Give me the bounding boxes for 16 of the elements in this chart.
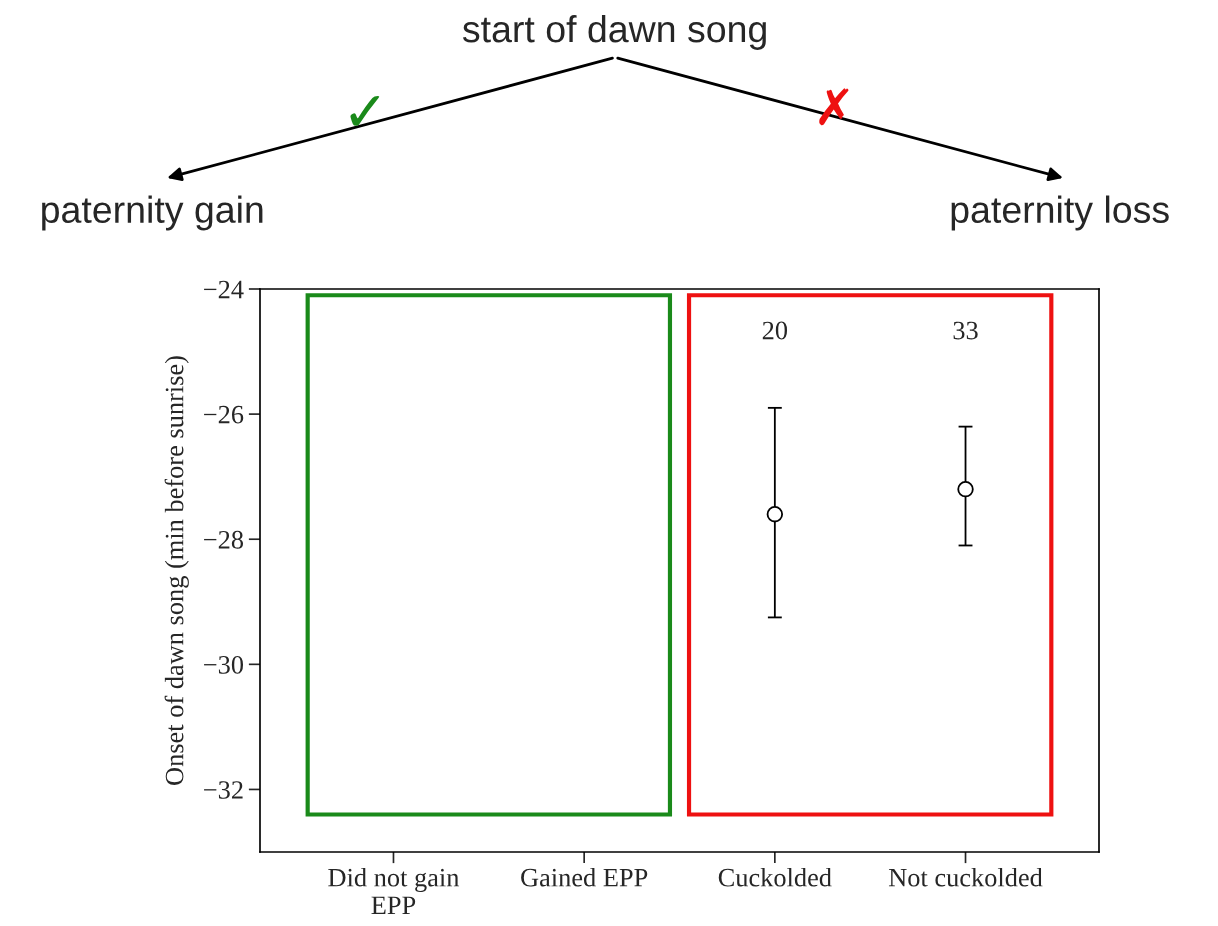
annotation: 33 [953, 321, 978, 340]
annotation: 20 [762, 321, 788, 340]
x-tick-label: Not cuckolded [888, 867, 1043, 887]
x-tick-label: Cuckolded [718, 867, 832, 887]
text: ✓ [350, 96, 380, 126]
y-tick-label: −32 [204, 781, 243, 799]
text: paternity gain [42, 195, 263, 231]
x-tick-label: Gained EPP [521, 867, 648, 887]
y-tick-label: −28 [204, 530, 244, 549]
y-tick-label: −26 [204, 405, 244, 424]
text: paternity loss [951, 195, 1169, 231]
y-axis-title: Onset of dawn song (min before sunrise) [164, 356, 189, 785]
x-tick-label: Did not gain EPP [328, 867, 460, 914]
y-tick-label: −30 [204, 655, 244, 674]
y-tick-label: −24 [204, 280, 244, 299]
text: start of dawn song [462, 14, 766, 50]
